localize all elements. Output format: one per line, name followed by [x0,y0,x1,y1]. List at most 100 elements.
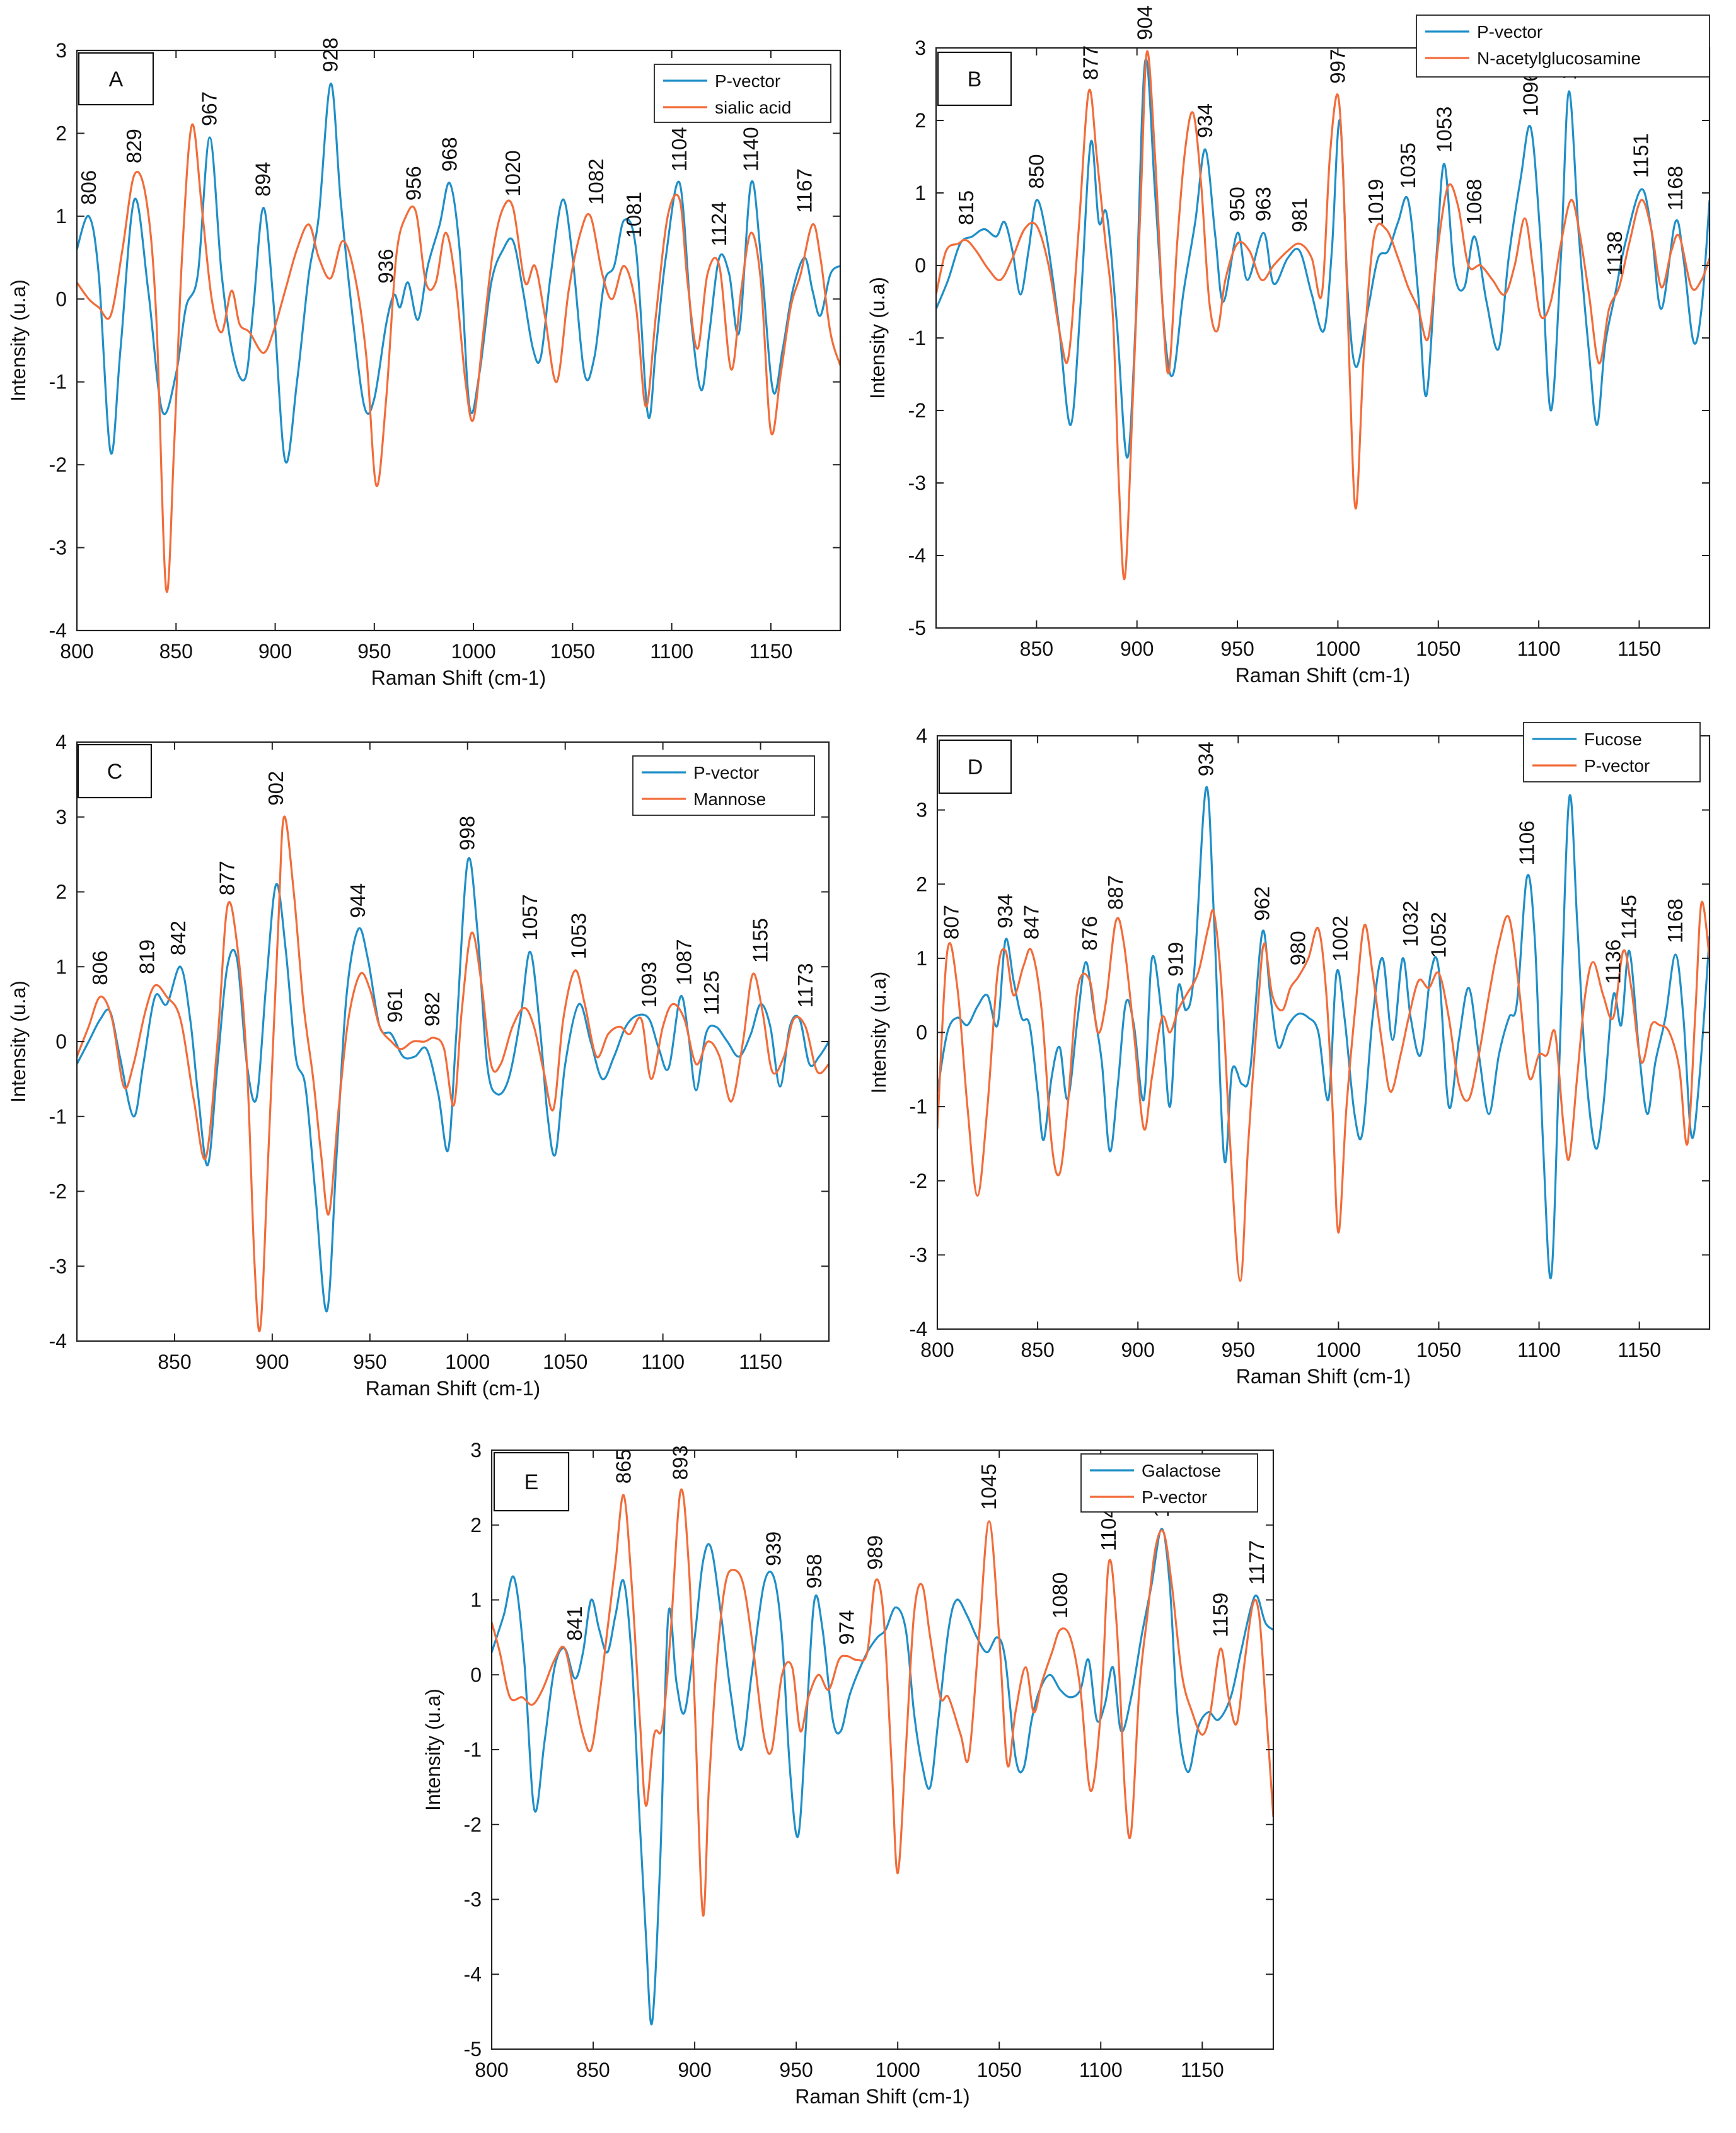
peak-label: 1145 [1617,895,1641,939]
panel-letter: B [968,67,982,91]
peak-label: 1052 [1426,912,1450,958]
y-tick-label: -5 [464,2038,482,2060]
x-axis-label: Raman Shift (cm-1) [795,2085,969,2108]
peak-label: 981 [1288,197,1311,232]
peak-label: 1168 [1664,166,1687,211]
x-tick-label: 1100 [1517,1339,1561,1361]
x-tick-label: 950 [1222,1339,1255,1361]
peak-label: 1053 [567,913,590,959]
peak-label: 967 [198,91,221,126]
y-tick-label: 3 [55,39,67,62]
peak-label: 1159 [1208,1593,1232,1637]
peak-label: 1093 [637,962,661,1008]
x-tick-label: 1000 [1316,1339,1361,1361]
y-tick-label: -2 [910,1170,927,1192]
x-tick-label: 1150 [1181,2059,1224,2081]
y-axis-label: Intensity (u.a) [422,1688,444,1811]
peak-label: 1167 [792,168,816,213]
series-line-blue [77,857,829,1313]
series-line-orange [492,1488,1273,1917]
y-tick-label: 0 [470,1663,482,1686]
x-tick-label: 900 [678,2059,711,2081]
y-axis-label: Intensity (u.a) [867,972,890,1094]
panel-letter: A [109,67,124,91]
y-tick-label: 1 [915,182,926,204]
peak-label: 815 [954,190,978,225]
y-tick-label: 1 [55,955,67,978]
peak-label: 939 [762,1531,785,1566]
legend-entry: P-vector [1584,756,1650,776]
peak-label: 842 [166,921,190,955]
x-axis-label: Raman Shift (cm-1) [366,1377,540,1400]
legend: P-vector N-acetylglucosamine [1416,15,1710,78]
peak-label: 962 [1250,886,1273,921]
y-tick-label: -2 [908,399,926,422]
series-line-orange [936,50,1710,581]
y-tick-label: 2 [55,881,67,904]
y-tick-label: -2 [464,1813,482,1836]
peak-label: 847 [1020,905,1043,939]
x-tick-label: 1000 [445,1351,490,1373]
y-axis-label: Intensity (u.a) [7,279,30,402]
peak-label: 1168 [1664,898,1687,943]
peak-label: 806 [77,170,100,205]
y-tick-label: -3 [49,537,67,559]
panel-b: 850 900 950 1000 1050 1100 1150 -5 -4 -3 -2 -1 0 1 2 3 R… [866,6,1711,687]
peak-label: 1173 [794,963,817,1008]
peak-label: 1140 [739,127,762,171]
y-tick-label: 0 [55,288,67,310]
legend-box [1080,1453,1258,1513]
peak-label: 1125 [700,970,723,1015]
peak-label: 968 [437,137,461,171]
x-tick-label: 850 [159,640,193,663]
legend-box [1416,15,1710,78]
peak-label: 1068 [1462,179,1486,225]
x-tick-label: 950 [353,1351,386,1373]
y-tick-label: -3 [908,472,926,494]
axes-frame [76,49,842,632]
panel-a: 800 850 900 950 1000 1050 1100 1150 -4 -3 -2 -1 0 1 2 3… [7,38,842,689]
x-tick-label: 800 [60,640,93,663]
y-tick-label: -1 [49,371,67,393]
peak-label: 1057 [518,894,541,940]
x-tick-label: 1000 [451,640,495,663]
peak-label: 877 [1079,45,1102,80]
legend-entry: P-vector [1477,22,1542,42]
legend-entry: P-vector [693,763,759,782]
y-tick-label: 2 [55,122,67,144]
x-tick-label: 1100 [1079,2059,1123,2081]
peak-label: 934 [1193,103,1217,138]
peak-label: 934 [1194,741,1217,776]
x-tick-label: 900 [1120,637,1154,660]
x-tick-label: 1050 [550,640,595,663]
x-tick-label: 1050 [1416,1339,1461,1361]
peak-label: 819 [136,939,159,974]
peak-label: 934 [993,893,1017,928]
x-tick-label: 1100 [641,1351,685,1373]
peak-label: 877 [216,861,239,895]
peak-label: 963 [1251,187,1275,221]
y-tick-label: -2 [49,1180,67,1203]
legend-box [632,755,815,816]
y-tick-label: 2 [915,109,926,132]
panel-c: 850 900 950 1000 1050 1100 1150 -4 -3 -2 -1 0 1 2 3 4 Ra… [7,731,830,1400]
y-tick-label: -4 [49,1330,67,1352]
peak-label: 1106 [1515,821,1538,866]
plot-area [77,742,829,1341]
peak-label: 936 [374,249,398,284]
y-tick-label: -4 [908,544,926,567]
peak-label: 944 [346,883,369,918]
series-line-orange [77,123,840,593]
peak-label: 1045 [977,1463,1000,1509]
panel-letter: E [524,1470,539,1494]
y-tick-label: 1 [470,1589,482,1612]
y-tick-label: 0 [915,254,926,277]
y-tick-label: -5 [908,617,926,639]
x-tick-label: 800 [920,1339,954,1361]
peak-label: 1104 [1097,1506,1120,1551]
peak-label: 894 [252,162,275,197]
y-tick-label: -2 [49,453,67,476]
peak-label: 893 [669,1445,692,1480]
peak-label: 1124 [707,202,731,247]
x-tick-label: 1100 [650,640,693,663]
